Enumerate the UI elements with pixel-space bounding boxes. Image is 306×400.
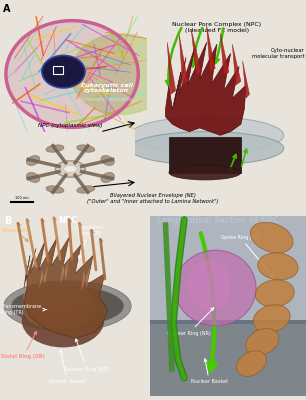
Ellipse shape	[101, 172, 114, 182]
Text: Distal Ring (DR): Distal Ring (DR)	[2, 332, 45, 359]
Ellipse shape	[258, 253, 298, 280]
Polygon shape	[179, 35, 188, 85]
Text: (schematic illustration): (schematic illustration)	[79, 97, 135, 102]
Circle shape	[56, 161, 85, 177]
Ellipse shape	[27, 172, 40, 182]
Polygon shape	[39, 266, 48, 288]
Text: Longitudinal Section of NPC: Longitudinal Section of NPC	[157, 216, 279, 225]
Text: NPC (cytoplasmic view): NPC (cytoplasmic view)	[38, 122, 103, 128]
Polygon shape	[191, 29, 201, 76]
Polygon shape	[60, 259, 69, 284]
Ellipse shape	[23, 281, 91, 313]
Polygon shape	[166, 42, 246, 135]
Polygon shape	[220, 33, 229, 76]
Ellipse shape	[169, 165, 241, 180]
Ellipse shape	[129, 132, 284, 165]
Ellipse shape	[175, 250, 256, 326]
Polygon shape	[71, 34, 171, 114]
Ellipse shape	[22, 294, 104, 347]
Text: Spoke Ring (SR): Spoke Ring (SR)	[221, 235, 273, 277]
Ellipse shape	[11, 286, 124, 326]
Ellipse shape	[42, 56, 85, 88]
Text: Cytoplasmic
Ring (CR): Cytoplasmic Ring (CR)	[75, 225, 105, 259]
Text: Cyto-nuclear
molecular transport: Cyto-nuclear molecular transport	[252, 48, 304, 59]
Ellipse shape	[27, 156, 40, 166]
Ellipse shape	[77, 186, 95, 193]
Ellipse shape	[187, 259, 231, 310]
Text: Bilayered Nuclear Envelope (NE)
("Outer" and "Inner attached to Lamina Network"): Bilayered Nuclear Envelope (NE) ("Outer"…	[87, 193, 219, 204]
Text: NPC: NPC	[58, 216, 78, 225]
Ellipse shape	[4, 281, 131, 331]
Ellipse shape	[77, 145, 95, 152]
Ellipse shape	[129, 117, 284, 154]
Ellipse shape	[255, 280, 294, 307]
FancyBboxPatch shape	[150, 216, 306, 324]
Ellipse shape	[46, 145, 64, 152]
Ellipse shape	[246, 328, 279, 356]
Text: Eukaryotic cell
cytoskeleton: Eukaryotic cell cytoskeleton	[81, 82, 132, 93]
Text: Transmembrane
Ring (TR): Transmembrane Ring (TR)	[2, 304, 46, 315]
Polygon shape	[207, 26, 215, 72]
Text: Filaments: Filaments	[2, 228, 29, 241]
Text: 100 nm: 100 nm	[15, 196, 29, 200]
Text: Nuclear Basket: Nuclear Basket	[191, 359, 228, 384]
Ellipse shape	[23, 290, 98, 330]
Polygon shape	[81, 266, 90, 292]
Ellipse shape	[253, 305, 290, 332]
Polygon shape	[232, 44, 241, 85]
Ellipse shape	[101, 156, 114, 166]
Polygon shape	[169, 137, 241, 172]
Polygon shape	[243, 61, 249, 98]
Polygon shape	[6, 21, 138, 127]
Circle shape	[64, 165, 77, 173]
Text: B: B	[4, 216, 11, 226]
Text: A: A	[3, 4, 10, 14]
Ellipse shape	[46, 186, 64, 193]
Text: Nuclear Ring (NR): Nuclear Ring (NR)	[167, 308, 214, 336]
Bar	[53, 66, 63, 74]
Text: Nuclear Ring (NR): Nuclear Ring (NR)	[65, 339, 109, 372]
Text: Nuclear Pore Complex (NPC)
(Idealized FE model): Nuclear Pore Complex (NPC) (Idealized FE…	[172, 22, 261, 33]
Ellipse shape	[237, 351, 266, 376]
Polygon shape	[167, 42, 176, 94]
FancyBboxPatch shape	[150, 320, 306, 396]
Ellipse shape	[250, 222, 293, 253]
Text: Nuclear Basket: Nuclear Basket	[49, 350, 86, 384]
Polygon shape	[24, 238, 108, 338]
